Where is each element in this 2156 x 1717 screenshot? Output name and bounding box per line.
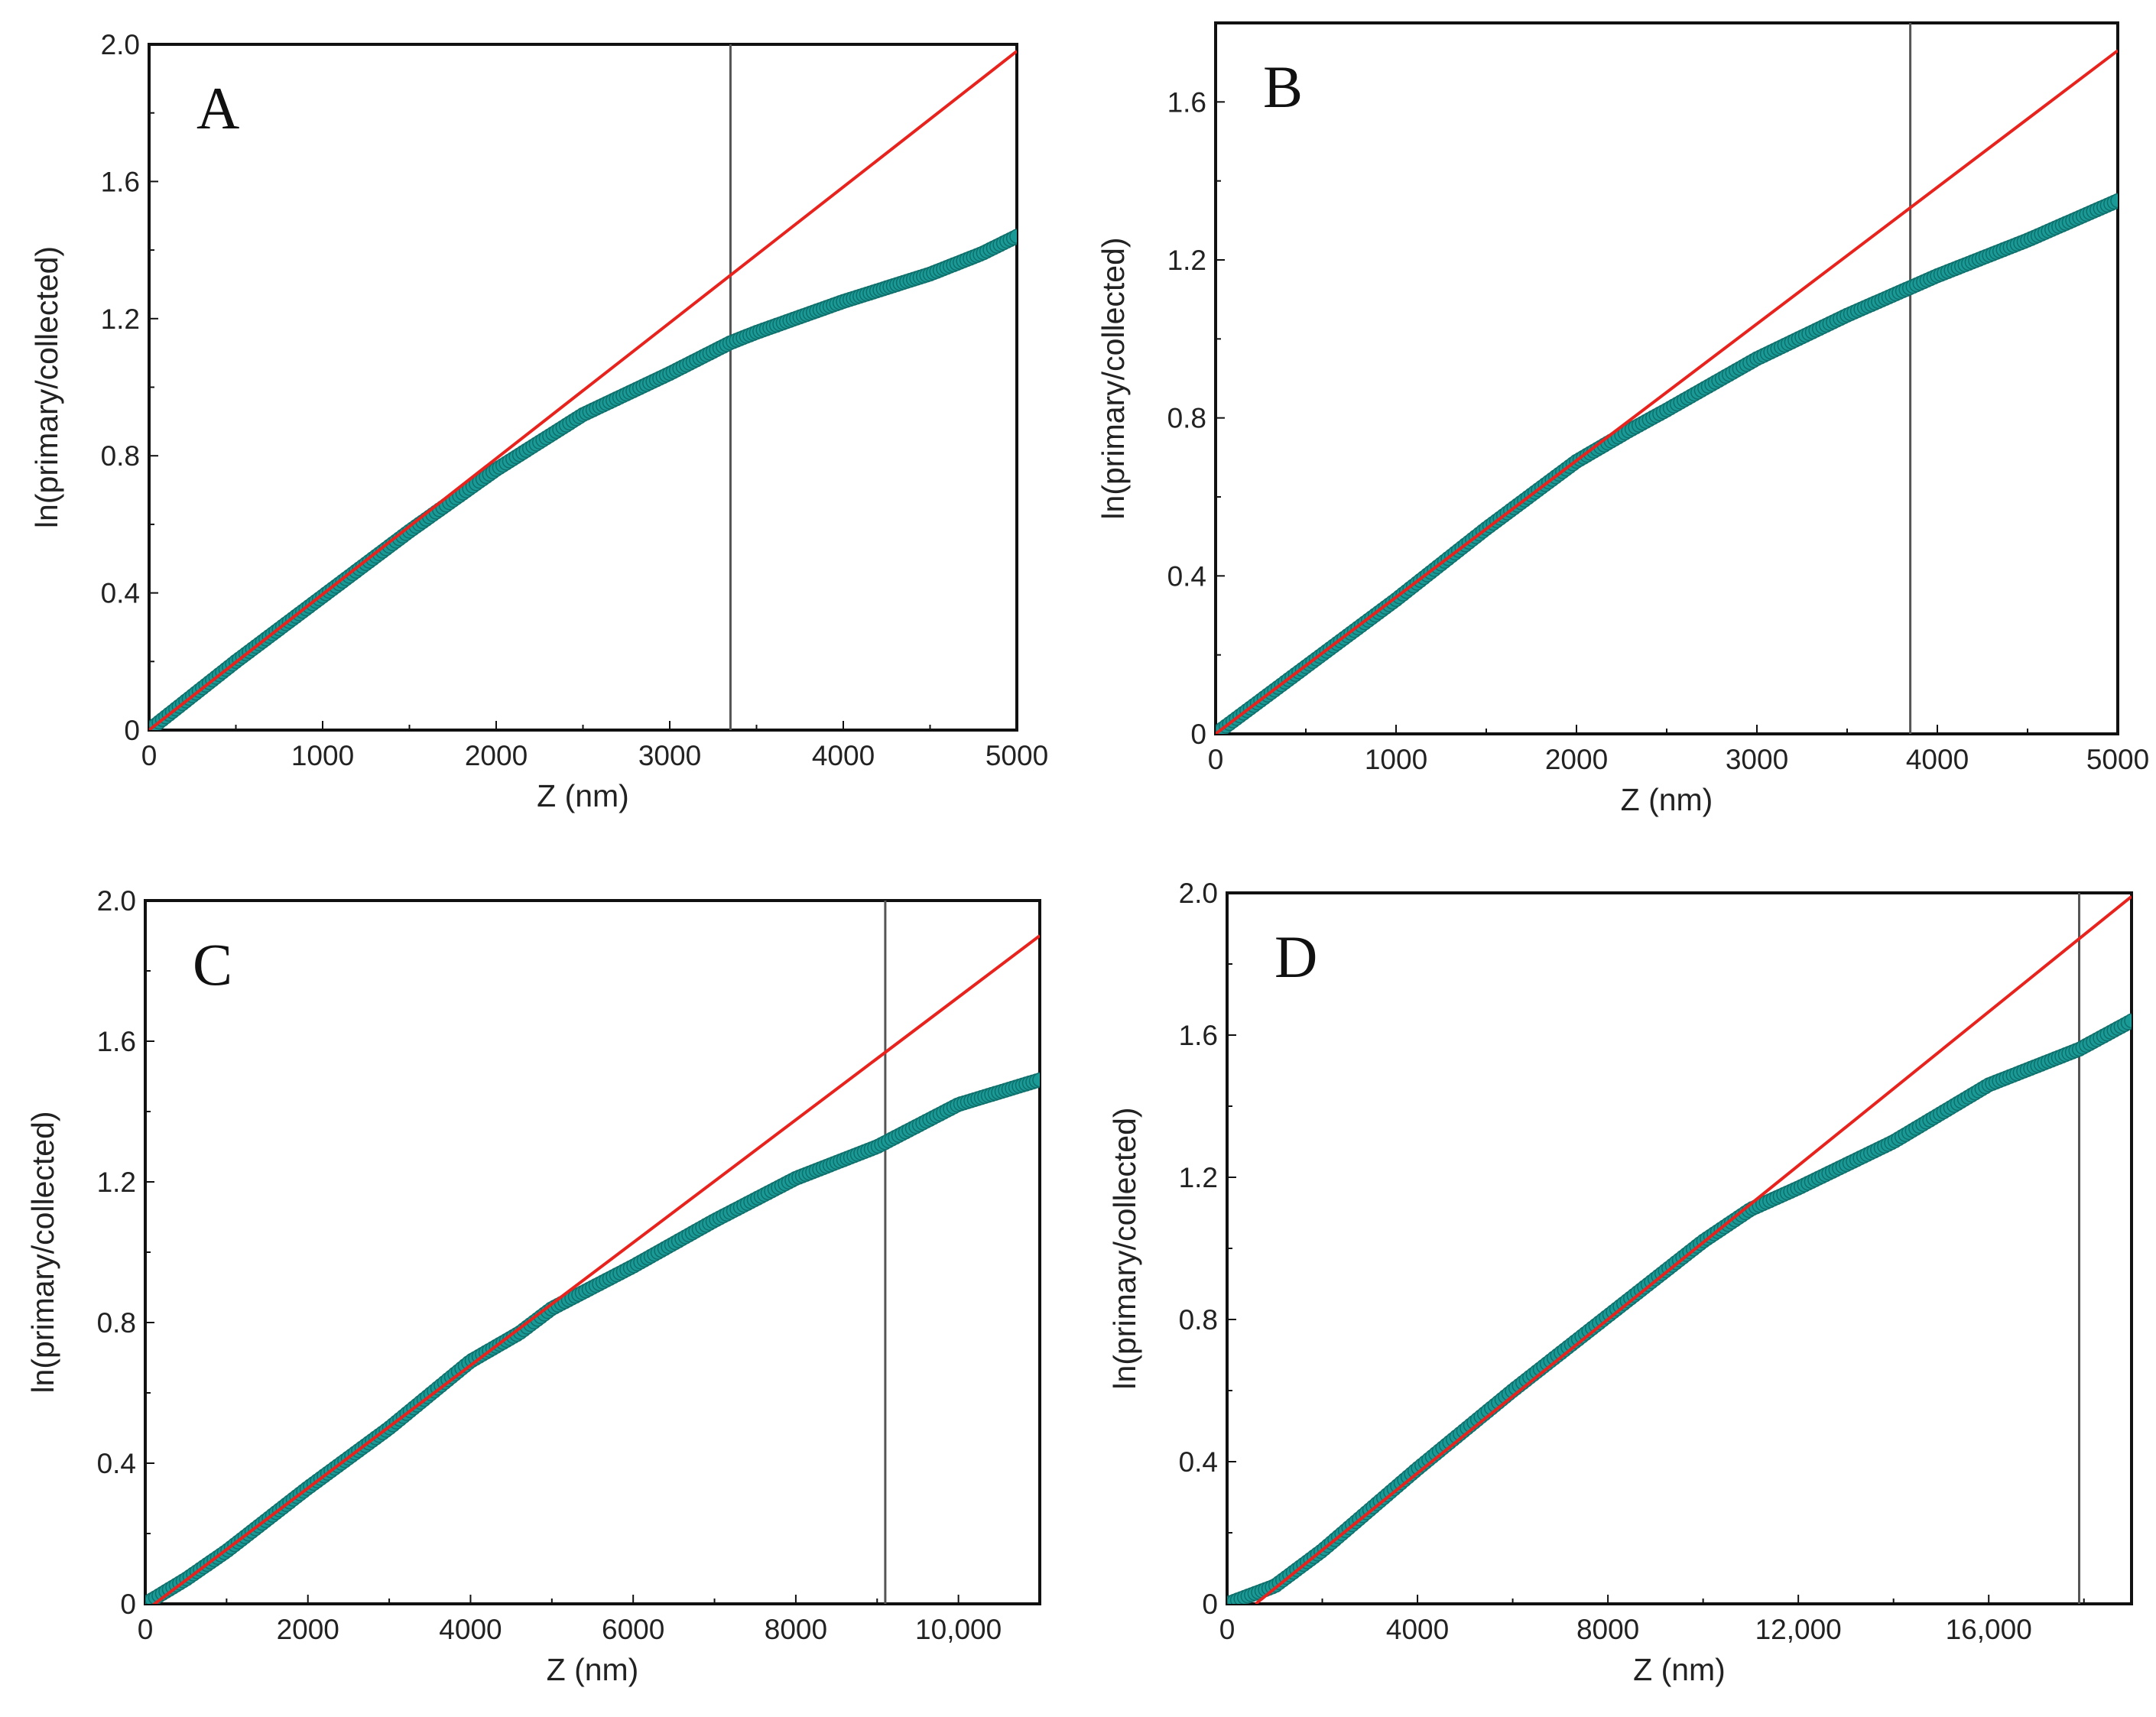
panel-a-plot-area [149, 44, 1017, 730]
y-tick-label-b-3: 1.2 [1167, 245, 1206, 276]
x-tick-label-a-2: 2000 [465, 740, 528, 771]
x-tick-label-d-1: 4000 [1386, 1614, 1449, 1645]
y-tick-label-c-0: 0 [120, 1589, 136, 1620]
y-tick-label-c-3: 1.2 [97, 1167, 136, 1198]
y-tick-label-a-0: 0 [124, 715, 140, 746]
y-tick-label-c-1: 0.4 [97, 1448, 136, 1479]
y-tick-label-d-4: 1.6 [1179, 1020, 1218, 1051]
x-tick-label-b-0: 0 [1208, 744, 1224, 775]
x-tick-label-c-0: 0 [138, 1614, 154, 1645]
y-tick-label-b-1: 0.4 [1167, 560, 1206, 592]
x-axis-title-b: Z (nm) [1621, 782, 1713, 817]
panel-letter-c: C [193, 931, 232, 998]
panel-b-plot-area [1216, 23, 2118, 734]
x-tick-label-d-2: 8000 [1576, 1614, 1639, 1645]
x-tick-label-a-5: 5000 [985, 740, 1048, 771]
fit-line-d [1255, 895, 2132, 1604]
y-axis-title-c: ln(primary/collected) [25, 1111, 60, 1393]
x-tick-label-d-4: 16,000 [1946, 1614, 2032, 1645]
y-tick-label-b-0: 0 [1190, 719, 1206, 750]
y-tick-label-c-2: 0.8 [97, 1307, 136, 1339]
x-tick-label-b-2: 2000 [1545, 744, 1608, 775]
y-axis-title-a: ln(primary/collected) [29, 246, 64, 528]
x-tick-label-c-3: 6000 [602, 1614, 664, 1645]
x-tick-label-a-1: 1000 [291, 740, 354, 771]
x-tick-label-b-4: 4000 [1906, 744, 1969, 775]
y-tick-label-a-3: 1.2 [101, 303, 140, 335]
x-axis-title-c: Z (nm) [547, 1652, 639, 1687]
x-tick-label-c-5: 10,000 [915, 1614, 1002, 1645]
x-tick-label-d-0: 0 [1219, 1614, 1235, 1645]
data-point-c [1032, 1072, 1040, 1088]
y-tick-label-c-4: 1.6 [97, 1026, 136, 1057]
data-point-b [2110, 193, 2118, 209]
y-tick-label-d-5: 2.0 [1179, 878, 1218, 909]
y-tick-label-a-1: 0.4 [101, 578, 140, 609]
x-tick-label-b-5: 5000 [2086, 744, 2149, 775]
x-tick-label-a-3: 3000 [638, 740, 701, 771]
y-tick-label-d-3: 1.2 [1179, 1162, 1218, 1193]
panel-a: 0 1000 2000 3000 4000 5000 0 0.4 0.8 1.2 1.6 2.0 Z (… [29, 29, 1048, 813]
x-tick-label-c-4: 8000 [765, 1614, 827, 1645]
y-tick-label-a-2: 0.8 [101, 440, 140, 472]
x-tick-label-a-4: 4000 [812, 740, 875, 771]
y-tick-label-b-4: 1.6 [1167, 86, 1206, 118]
panel-b: 0 1000 2000 3000 4000 5000 0 0.4 0.8 1.2 1.6 Z (nm)… [1096, 21, 2149, 817]
y-tick-label-d-1: 0.4 [1179, 1446, 1218, 1478]
x-tick-label-c-1: 2000 [277, 1614, 339, 1645]
panel-c: 0 2000 4000 6000 8000 10,000 0 0.4 0.8 1.2 1.6 2.0 Z… [25, 885, 1041, 1687]
x-tick-label-b-3: 3000 [1726, 744, 1788, 775]
data-point-d [2124, 1013, 2132, 1029]
fit-line-a [149, 50, 1017, 730]
fit-line-c [151, 934, 1040, 1604]
x-tick-label-d-3: 12,000 [1755, 1614, 1842, 1645]
panel-letter-d: D [1274, 923, 1317, 990]
panel-d-frame [1226, 891, 2133, 1605]
x-tick-label-c-2: 4000 [439, 1614, 502, 1645]
panel-c-frame [144, 899, 1041, 1605]
fit-line-b [1216, 49, 2118, 734]
y-tick-label-a-4: 1.6 [101, 166, 140, 197]
panel-d: 0 4000 8000 12,000 16,000 0 0.4 0.8 1.2 1.6 2.0 Z (… [1107, 878, 2133, 1687]
panel-d-plot-area [1227, 893, 2132, 1604]
x-axis-title-d: Z (nm) [1633, 1652, 1726, 1687]
y-axis-title-b: ln(primary/collected) [1096, 237, 1131, 519]
y-tick-label-c-5: 2.0 [97, 885, 136, 917]
data-point-a [1009, 229, 1017, 244]
x-tick-label-b-1: 1000 [1365, 744, 1427, 775]
panel-c-plot-area [145, 901, 1040, 1604]
y-axis-title-d: ln(primary/collected) [1107, 1107, 1142, 1389]
x-axis-title-a: Z (nm) [537, 778, 629, 813]
panel-letter-a: A [196, 75, 239, 141]
y-tick-label-b-2: 0.8 [1167, 403, 1206, 434]
y-tick-label-d-2: 0.8 [1179, 1304, 1218, 1336]
panel-letter-b: B [1263, 54, 1303, 120]
y-tick-label-d-0: 0 [1202, 1589, 1218, 1620]
y-tick-label-a-5: 2.0 [101, 29, 140, 60]
x-tick-label-a-0: 0 [141, 740, 157, 771]
